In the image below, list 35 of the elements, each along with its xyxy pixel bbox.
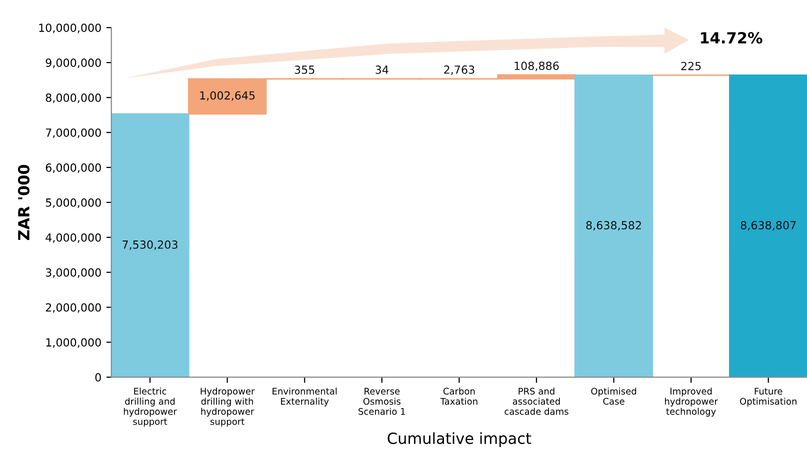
y-tick-label: 1,000,000 (46, 338, 101, 348)
x-tick-label: Carbon Taxation (440, 388, 478, 405)
y-tick-label: 4,000,000 (46, 233, 101, 243)
y-tick-label: 9,000,000 (46, 58, 101, 68)
x-tick-label: Improved hydropower technology (665, 388, 718, 417)
y-tick-label: 10,000,000 (39, 24, 101, 34)
y-tick-label: 6,000,000 (46, 163, 101, 173)
x-tick-label: Optimised Case (591, 388, 636, 405)
x-tick-label: Electric drilling and hydropower support (124, 388, 177, 427)
y-tick-label: 7,000,000 (46, 128, 101, 138)
data-label: 7,530,203 (122, 240, 178, 250)
x-tick-label: Environmental Externality (272, 388, 337, 406)
x-tick-label: Hydropower drilling with hydropower support (200, 388, 255, 427)
bar (574, 74, 654, 378)
data-label: 34 (376, 66, 388, 74)
data-label: 2,763 (444, 65, 474, 75)
annotation: 14.72% (700, 32, 762, 44)
y-tick-label: 0 (95, 373, 101, 382)
data-label: 8,638,807 (740, 221, 796, 231)
x-tick-label: Future Optimisation (740, 388, 796, 406)
y-tick-label: 5,000,000 (46, 198, 101, 208)
y-tick-label: 3,000,000 (46, 268, 101, 278)
x-axis-title: Cumulative impact (388, 432, 532, 448)
data-label: 8,638,582 (586, 221, 641, 231)
bar (111, 113, 190, 378)
x-tick-label: Reverse Osmosis Scenario 1 (358, 388, 405, 415)
x-tick-label: PRS and associated cascade dams (504, 388, 568, 415)
data-label: 1,002,645 (200, 91, 255, 101)
data-label: 355 (294, 66, 314, 74)
bar (729, 74, 807, 378)
y-axis-title: ZAR '000 (18, 164, 30, 240)
y-tick-label: 8,000,000 (46, 93, 101, 104)
data-label: 225 (681, 62, 701, 70)
y-tick-label: 2,000,000 (46, 303, 101, 313)
data-label: 108,886 (514, 62, 559, 72)
